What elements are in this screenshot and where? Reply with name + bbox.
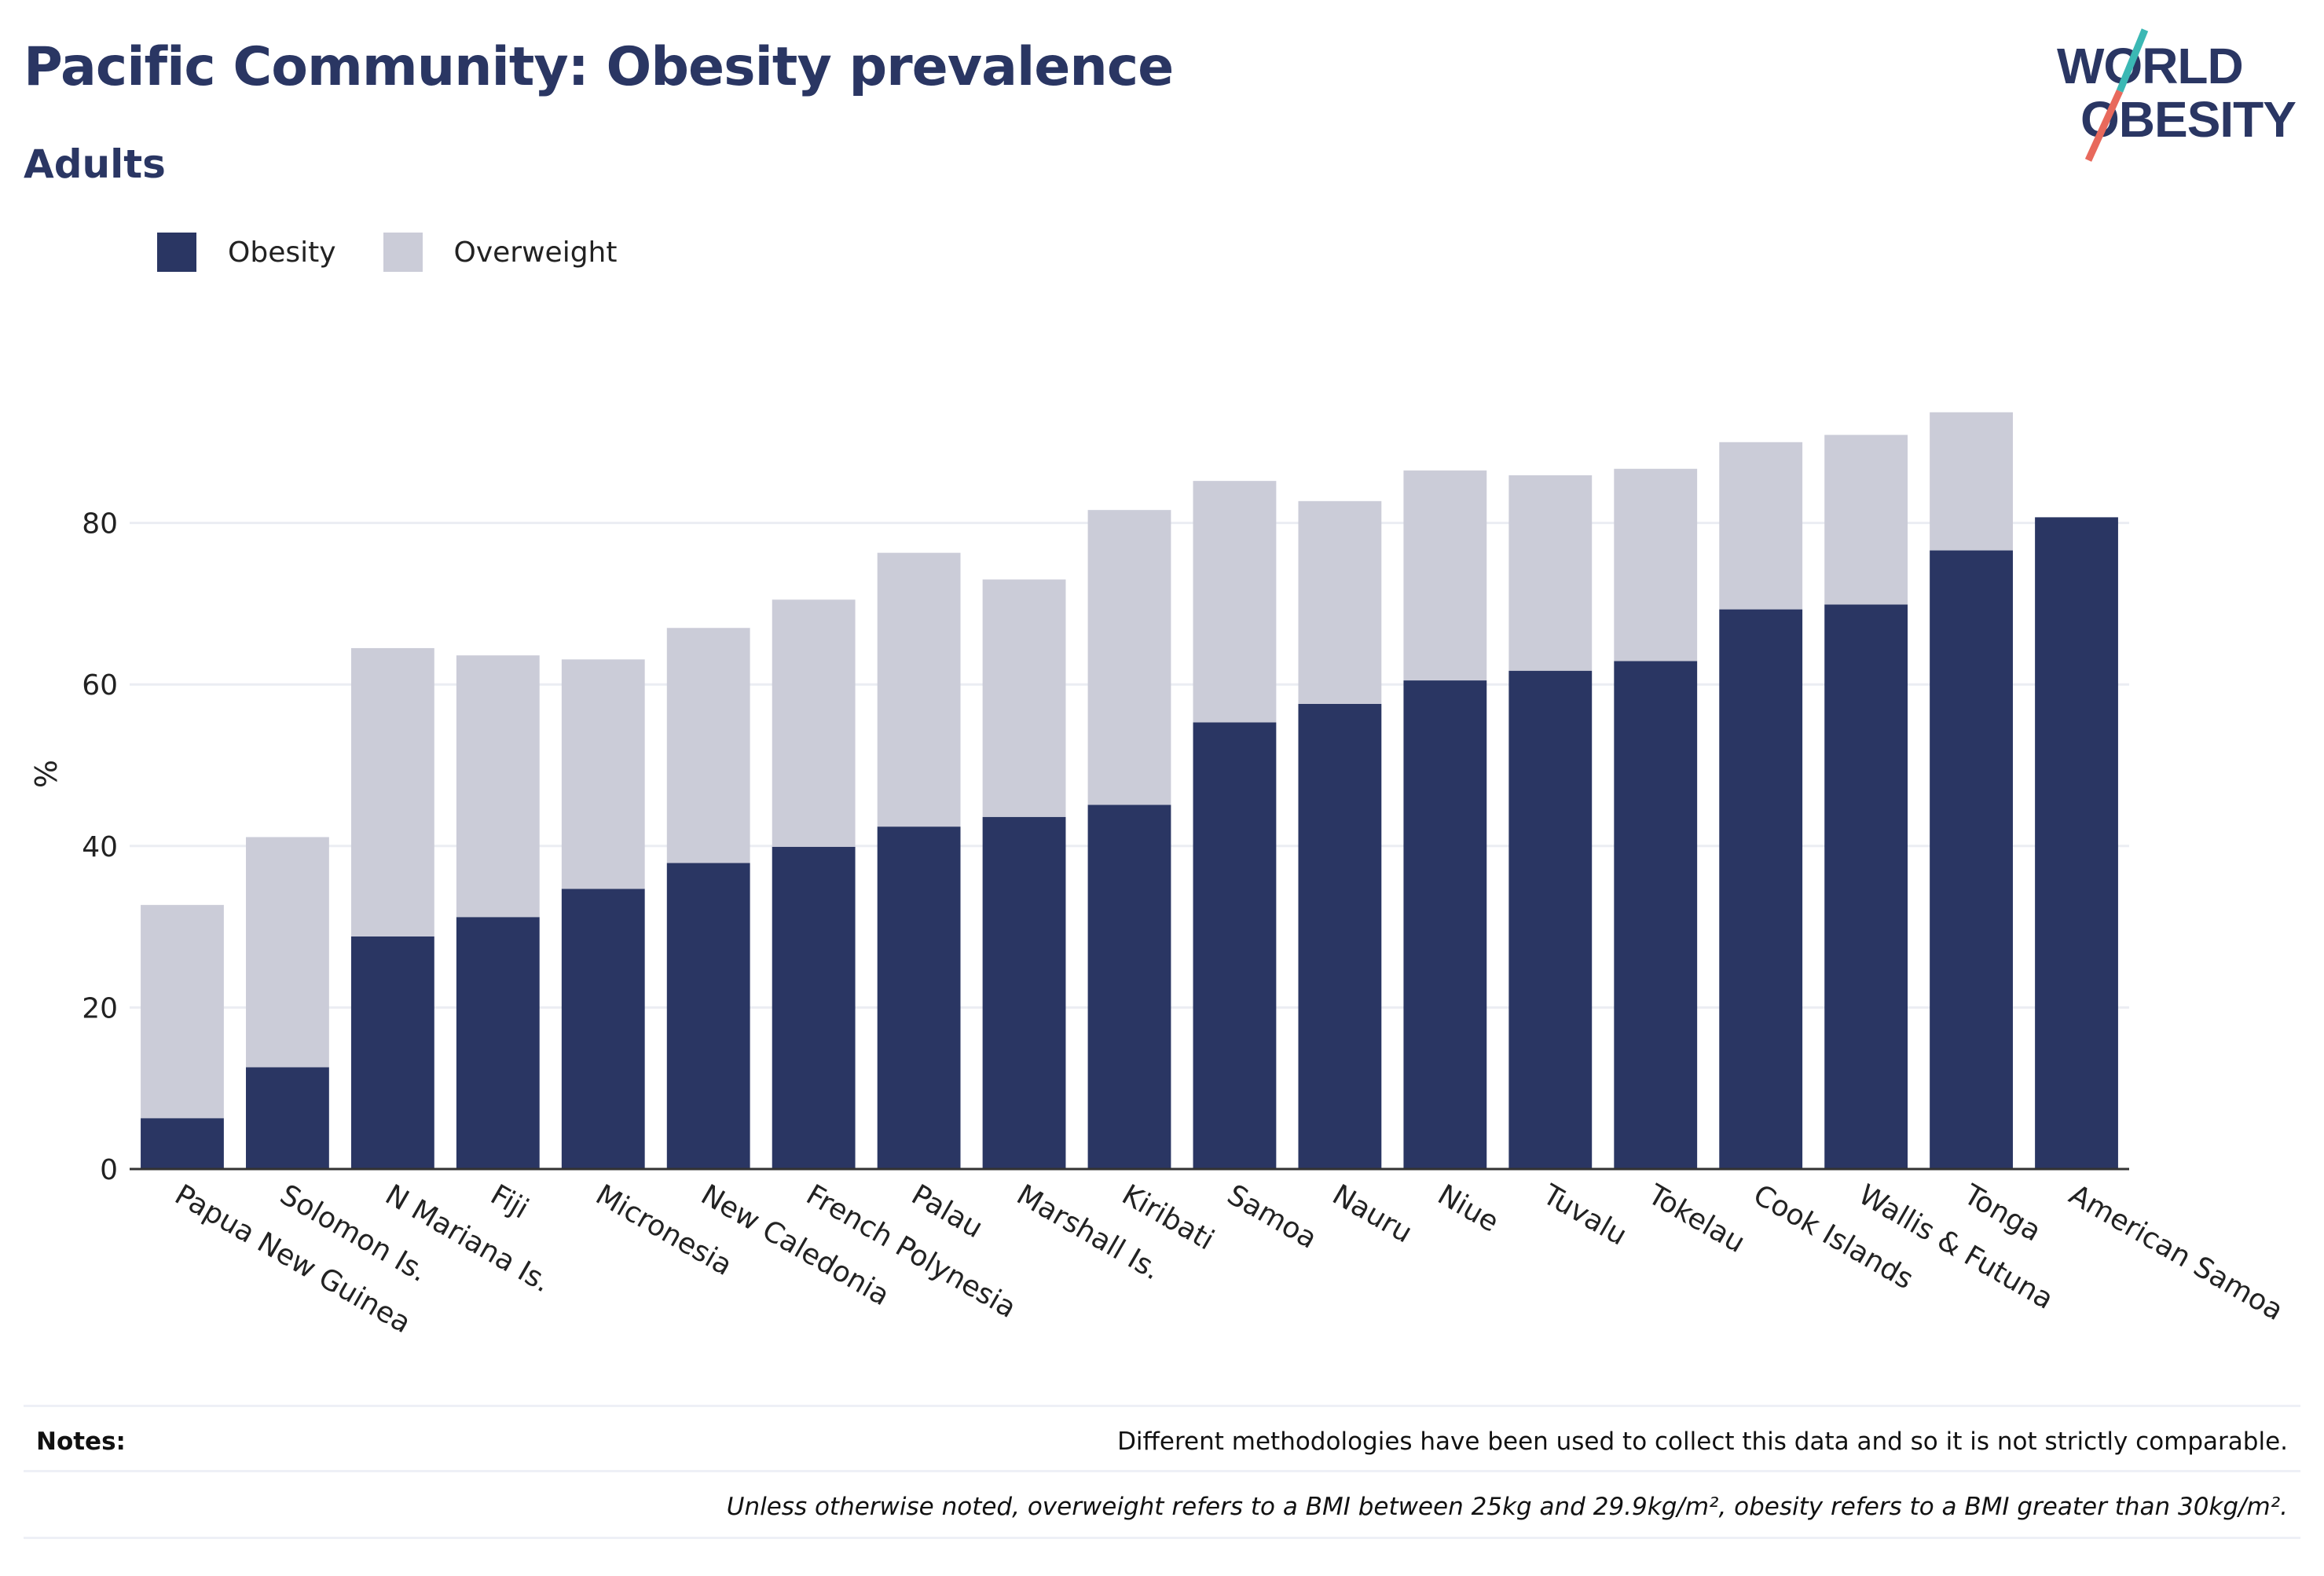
- bar-overweight: [877, 552, 961, 827]
- bar-overweight: [772, 599, 856, 847]
- x-tick-label: Nauru: [1327, 1178, 1417, 1249]
- x-tick-label: Tuvalu: [1537, 1178, 1632, 1252]
- y-tick-label: 0: [100, 1154, 118, 1186]
- bar-obesity: [1614, 661, 1698, 1169]
- chart-subtitle: Adults: [24, 141, 166, 187]
- x-tick-label: Samoa: [1222, 1178, 1322, 1255]
- legend-label-overweight: Overweight: [453, 236, 618, 269]
- bar-obesity: [1719, 609, 1803, 1169]
- bar-obesity: [1403, 680, 1487, 1169]
- bar-obesity: [561, 889, 645, 1169]
- x-tick-label: Tokelau: [1642, 1178, 1750, 1259]
- bar-overweight: [350, 647, 434, 936]
- y-axis-ticks: 0 20 40 60 80: [82, 508, 118, 1186]
- bar-overweight: [666, 628, 750, 863]
- x-tick-label: New Caledonia: [695, 1178, 895, 1312]
- notes-row-1: Notes: Different methodologies have been…: [24, 1405, 2300, 1472]
- bar-obesity: [1193, 722, 1277, 1169]
- bar-obesity: [666, 863, 750, 1169]
- y-tick-label: 60: [82, 669, 118, 702]
- bar-obesity: [982, 816, 1066, 1169]
- bar-overweight: [1403, 470, 1487, 681]
- notes-label: Notes:: [36, 1428, 126, 1456]
- bar-overweight: [1193, 481, 1277, 723]
- bar-overweight: [1508, 475, 1593, 671]
- chart-title: Pacific Community: Obesity prevalence: [24, 36, 1174, 98]
- bar-obesity: [877, 826, 961, 1169]
- bar-obesity: [772, 846, 856, 1169]
- chart-legend: Obesity Overweight: [157, 233, 664, 272]
- legend-label-obesity: Obesity: [228, 236, 336, 269]
- bar-overweight: [1087, 510, 1171, 805]
- bar-obesity: [141, 1118, 224, 1169]
- x-tick-label: Palau: [906, 1178, 988, 1244]
- bar-overweight: [1614, 468, 1698, 662]
- note-methodology: Different methodologies have been used t…: [1117, 1428, 2288, 1456]
- y-tick-label: 20: [82, 992, 118, 1024]
- legend-swatch-overweight: [383, 233, 423, 272]
- bar-obesity: [1087, 804, 1171, 1169]
- bar-obesity: [350, 936, 434, 1169]
- bar-overweight: [1824, 434, 1908, 605]
- bars: [130, 412, 2129, 1171]
- bar-obesity: [2035, 517, 2118, 1169]
- y-tick-label: 40: [82, 831, 118, 863]
- bar-obesity: [1508, 670, 1593, 1169]
- bar-overweight: [1930, 412, 2013, 551]
- bar-overweight: [561, 659, 645, 889]
- bar-obesity: [246, 1067, 329, 1169]
- y-axis-label: %: [29, 760, 64, 788]
- bar-overweight: [141, 904, 224, 1119]
- bar-overweight: [1719, 442, 1803, 610]
- note-bmi-definition: Unless otherwise noted, overweight refer…: [726, 1493, 2288, 1521]
- legend-swatch-obesity: [157, 233, 196, 272]
- x-tick-label: Fiji: [485, 1178, 533, 1226]
- world-obesity-logo: WORLD OBESITY: [2057, 28, 2297, 162]
- x-tick-label: Niue: [1432, 1178, 1504, 1238]
- bar-obesity: [1930, 550, 2013, 1169]
- bar-obesity: [1824, 604, 1908, 1169]
- bar-obesity: [1298, 703, 1382, 1169]
- y-tick-label: 80: [82, 508, 118, 541]
- bar-obesity: [456, 917, 540, 1169]
- svg-text:WORLD: WORLD: [2057, 38, 2243, 94]
- bar-overweight: [1298, 500, 1382, 704]
- notes-row-2: Unless otherwise noted, overweight refer…: [24, 1470, 2300, 1539]
- bar-overweight: [982, 579, 1066, 817]
- x-tick-label: American Samoa: [2064, 1178, 2289, 1327]
- bar-overweight: [456, 655, 540, 918]
- bar-overweight: [246, 837, 329, 1068]
